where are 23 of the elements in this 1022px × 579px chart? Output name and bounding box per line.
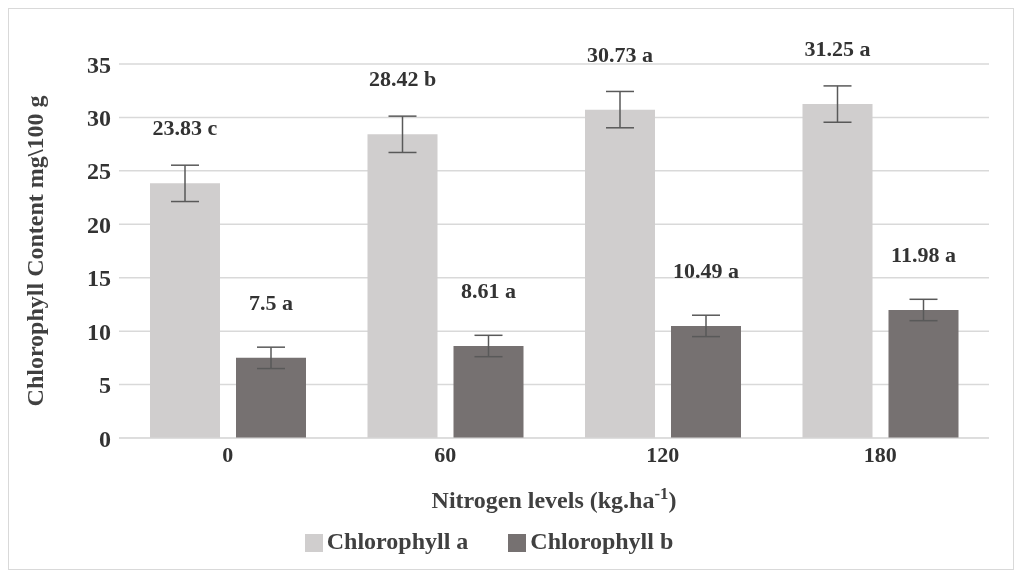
y-tick-label: 20 [87, 211, 111, 238]
y-tick-label: 35 [87, 51, 111, 78]
data-label: 8.61 a [461, 278, 516, 303]
y-tick-label: 15 [87, 265, 111, 292]
y-tick-label: 25 [87, 158, 111, 185]
y-axis-title: Chlorophyll Content mg\100 g [21, 95, 48, 407]
x-tick-label: 180 [863, 441, 897, 467]
data-label: 30.73 a [587, 41, 653, 67]
x-tick-label: 0 [222, 441, 234, 467]
x-tick-label: 60 [434, 441, 457, 467]
legend-label: Chlorophyll b [530, 528, 674, 554]
x-axis-title: Nitrogen levels (kg.ha$^{-1}$) [431, 483, 677, 513]
data-label: 23.83 c [152, 115, 218, 141]
data-label: 7.5 a [249, 289, 293, 315]
legend-label: Chlorophyll a [326, 528, 469, 554]
data-label: 28.42 b [368, 66, 437, 92]
data-label: 10.49 a [673, 257, 739, 283]
data-label: 31.25 a [804, 36, 871, 62]
y-tick-label: 5 [99, 372, 111, 399]
x-tick-label: 120 [646, 441, 680, 467]
y-tick-label: 30 [87, 104, 111, 131]
y-tick-label: 10 [87, 318, 111, 345]
data-label: 11.98 a [891, 241, 956, 267]
